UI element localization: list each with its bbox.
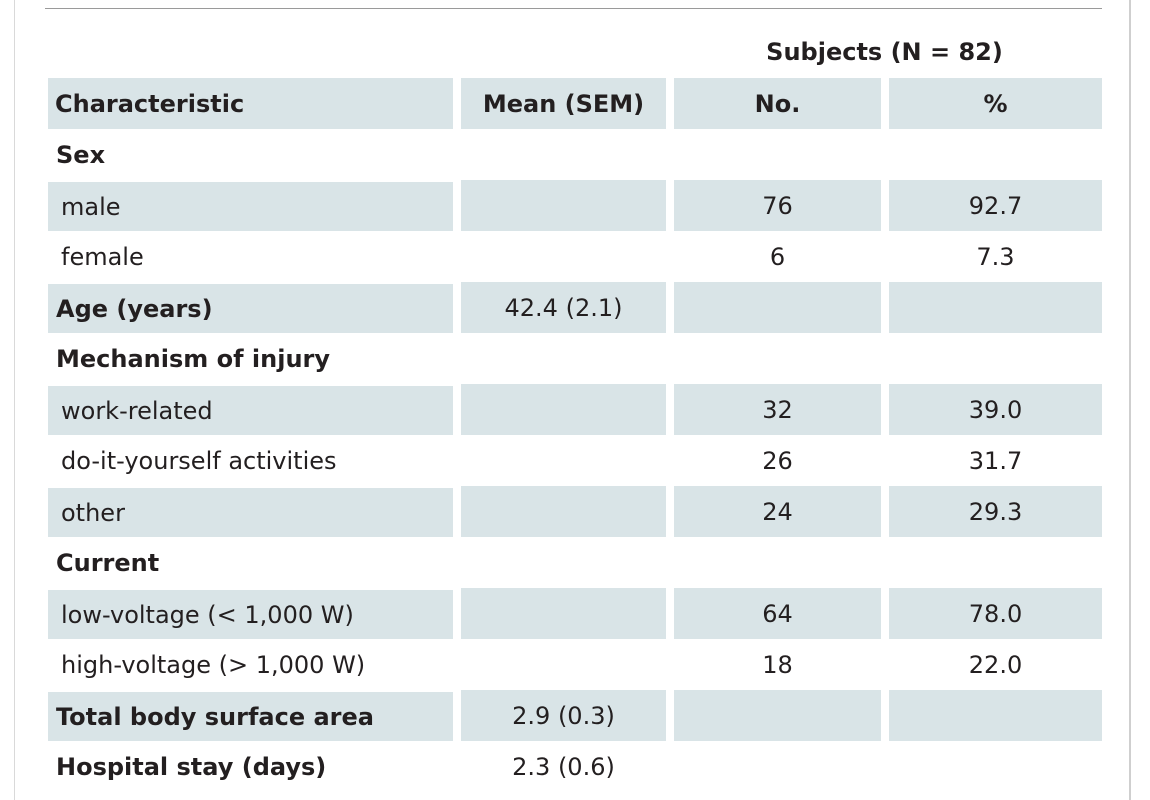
table-header-row: Characteristic Mean (SEM) No. % <box>48 78 1102 129</box>
row-label: do-it-yourself activities <box>61 446 337 475</box>
row-percent: 92.7 <box>889 180 1102 231</box>
row-percent: 7.3 <box>976 242 1015 271</box>
table-row-hospital-stay: Hospital stay (days) 2.3 (0.6) <box>48 741 1102 792</box>
row-percent <box>889 690 1102 741</box>
row-percent: 29.3 <box>889 486 1102 537</box>
row-count: 64 <box>674 588 881 639</box>
row-label: female <box>61 242 144 271</box>
row-percent <box>889 129 1102 180</box>
row-mean <box>461 384 666 435</box>
table-row-high-voltage: high-voltage (> 1,000 W) 18 22.0 <box>48 639 1102 690</box>
row-mean <box>461 333 666 384</box>
table-row-sex: Sex <box>48 129 1102 180</box>
row-label: male <box>48 180 453 231</box>
row-label: Sex <box>56 140 106 169</box>
row-count <box>674 282 881 333</box>
table-row-current: Current <box>48 537 1102 588</box>
table-row-tbsa: Total body surface area 2.9 (0.3) <box>48 690 1102 741</box>
row-mean <box>461 180 666 231</box>
row-label: Hospital stay (days) <box>56 752 327 781</box>
row-count <box>674 537 881 588</box>
row-percent: 39.0 <box>889 384 1102 435</box>
row-mean <box>461 639 666 690</box>
row-count: 18 <box>762 650 793 679</box>
row-percent <box>889 537 1102 588</box>
row-count <box>674 129 881 180</box>
table-row-mechanism: Mechanism of injury <box>48 333 1102 384</box>
row-label: Age (years) <box>48 282 453 333</box>
row-percent <box>889 282 1102 333</box>
header-count: No. <box>674 78 881 129</box>
row-mean <box>461 231 666 282</box>
row-mean: 42.4 (2.1) <box>461 282 666 333</box>
row-count: 32 <box>674 384 881 435</box>
row-percent: 31.7 <box>968 446 1023 475</box>
table-row-other: other 24 29.3 <box>48 486 1102 537</box>
header-mean-sem: Mean (SEM) <box>461 78 666 129</box>
table-row-female: female 6 7.3 <box>48 231 1102 282</box>
row-mean <box>461 129 666 180</box>
header-percent: % <box>889 78 1102 129</box>
row-label: low-voltage (< 1,000 W) <box>48 588 453 639</box>
top-rule <box>45 8 1102 9</box>
row-mean <box>461 435 666 486</box>
row-mean <box>461 486 666 537</box>
row-count: 76 <box>674 180 881 231</box>
row-label: Total body surface area <box>48 690 453 741</box>
row-count <box>674 690 881 741</box>
page-frame-left <box>14 0 15 800</box>
row-percent <box>889 741 1102 792</box>
table-row-male: male 76 92.7 <box>48 180 1102 231</box>
row-label: work-related <box>48 384 453 435</box>
table-row-age: Age (years) 42.4 (2.1) <box>48 282 1102 333</box>
row-label: Mechanism of injury <box>56 344 331 373</box>
row-count: 26 <box>762 446 793 475</box>
row-percent: 22.0 <box>968 650 1023 679</box>
row-mean: 2.9 (0.3) <box>461 690 666 741</box>
row-mean: 2.3 (0.6) <box>512 752 615 781</box>
row-label: high-voltage (> 1,000 W) <box>61 650 366 679</box>
row-label: Current <box>56 548 160 577</box>
row-count: 6 <box>769 242 786 271</box>
table-row-work-related: work-related 32 39.0 <box>48 384 1102 435</box>
row-count: 24 <box>674 486 881 537</box>
row-mean <box>461 537 666 588</box>
page-frame-right <box>1129 0 1131 800</box>
table-row-low-voltage: low-voltage (< 1,000 W) 64 78.0 <box>48 588 1102 639</box>
row-count <box>674 741 881 792</box>
row-label: other <box>48 486 453 537</box>
subjects-group-header: Subjects (N = 82) <box>766 38 1003 66</box>
row-count <box>674 333 881 384</box>
row-percent: 78.0 <box>889 588 1102 639</box>
characteristics-table: Characteristic Mean (SEM) No. % Sex male… <box>48 78 1102 792</box>
header-characteristic: Characteristic <box>48 78 453 129</box>
row-mean <box>461 588 666 639</box>
row-percent <box>889 333 1102 384</box>
table-row-diy: do-it-yourself activities 26 31.7 <box>48 435 1102 486</box>
